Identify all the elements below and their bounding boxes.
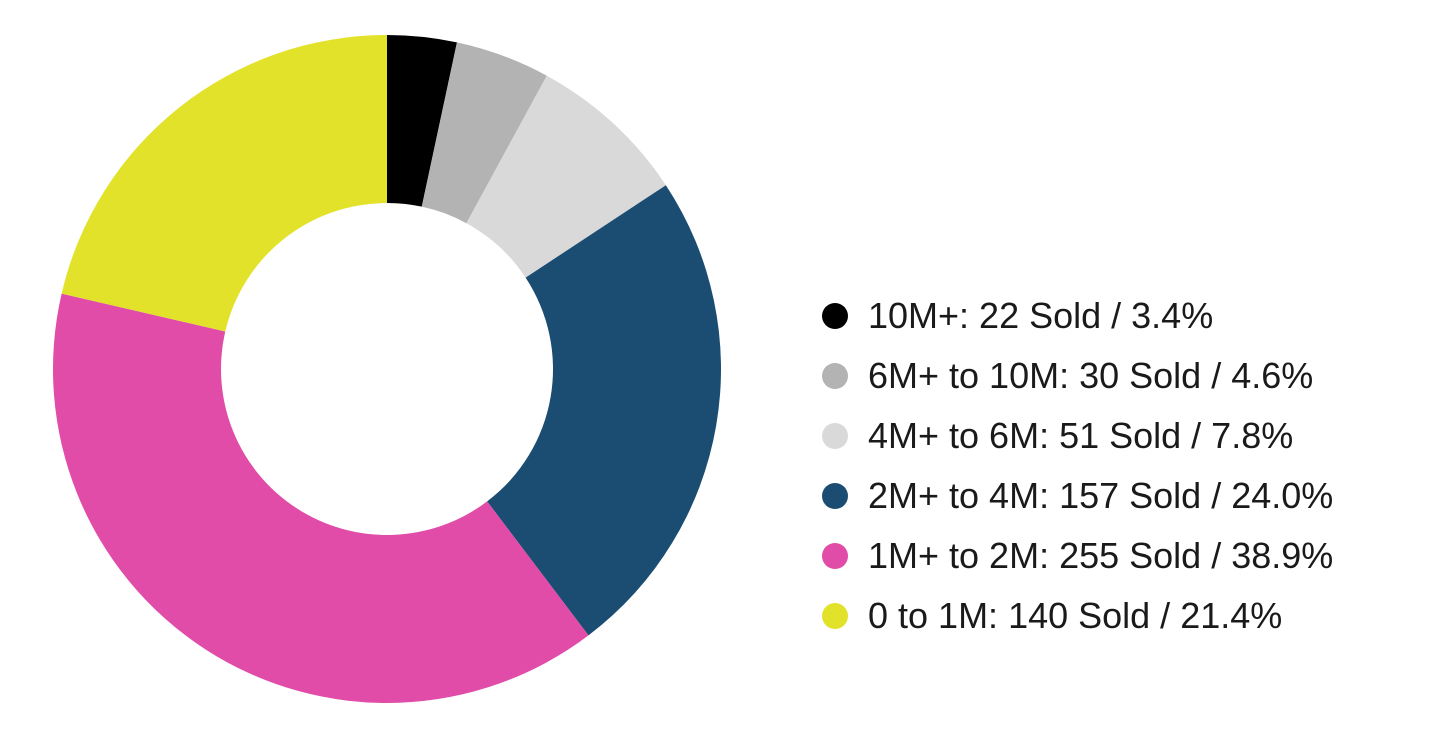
legend-label-4m-to-6m: 4M+ to 6M: 51 Sold / 7.8% bbox=[868, 415, 1294, 456]
legend-label-0-to-1m: 0 to 1M: 140 Sold / 21.4% bbox=[868, 595, 1283, 636]
slice-2m-plus-to-4m bbox=[487, 185, 721, 636]
slice-0-to-1m bbox=[61, 35, 387, 332]
slices-group bbox=[52, 35, 721, 704]
legend-label-1m-to-2m: 1M+ to 2M: 255 Sold / 38.9% bbox=[868, 535, 1334, 576]
legend: 10M+: 22 Sold / 3.4% 6M+ to 10M: 30 Sold… bbox=[822, 286, 1422, 646]
legend-label-2m-to-4m: 2M+ to 4M: 157 Sold / 24.0% bbox=[868, 475, 1334, 516]
legend-swatch-6m-to-10m bbox=[822, 363, 848, 389]
legend-label-10m-plus: 10M+: 22 Sold / 3.4% bbox=[868, 295, 1214, 336]
legend-item-4m-to-6m: 4M+ to 6M: 51 Sold / 7.8% bbox=[822, 406, 1422, 466]
slice-6m-plus-to-10m bbox=[421, 42, 547, 224]
legend-swatch-2m-to-4m bbox=[822, 483, 848, 509]
legend-swatch-10m-plus bbox=[822, 303, 848, 329]
legend-item-1m-to-2m: 1M+ to 2M: 255 Sold / 38.9% bbox=[822, 526, 1422, 586]
legend-swatch-4m-to-6m bbox=[822, 423, 848, 449]
legend-item-10m-plus: 10M+: 22 Sold / 3.4% bbox=[822, 286, 1422, 346]
legend-label-6m-to-10m: 6M+ to 10M: 30 Sold / 4.6% bbox=[868, 355, 1314, 396]
donut-chart-plot bbox=[52, 35, 721, 704]
legend-item-6m-to-10m: 6M+ to 10M: 30 Sold / 4.6% bbox=[822, 346, 1422, 406]
legend-item-2m-to-4m: 2M+ to 4M: 157 Sold / 24.0% bbox=[822, 466, 1422, 526]
legend-swatch-1m-to-2m bbox=[822, 543, 848, 569]
slice-1m-plus-to-2m bbox=[52, 293, 589, 704]
slice-4m-plus-to-6m bbox=[466, 75, 666, 278]
legend-swatch-0-to-1m bbox=[822, 603, 848, 629]
slice-10m-plus bbox=[387, 35, 457, 207]
legend-item-0-to-1m: 0 to 1M: 140 Sold / 21.4% bbox=[822, 586, 1422, 646]
